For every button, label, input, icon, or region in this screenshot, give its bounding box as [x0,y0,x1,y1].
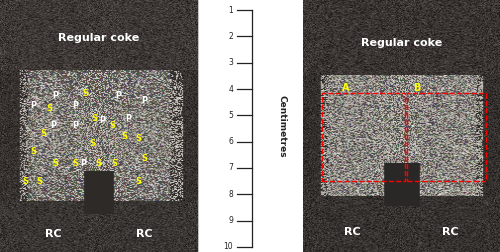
Text: S: S [72,159,78,168]
Text: Regular coke: Regular coke [360,38,442,48]
Text: 10: 10 [224,242,233,251]
Text: S: S [22,177,28,186]
Text: S: S [112,159,117,168]
Text: S: S [46,104,52,113]
Text: P: P [30,101,36,110]
Text: S: S [90,139,96,148]
Text: S: S [135,177,141,186]
Text: P: P [116,91,121,100]
Text: S: S [92,114,98,123]
Text: RC: RC [136,229,152,239]
Text: P: P [126,114,132,123]
Bar [322,93,405,181]
Text: S: S [30,147,36,156]
Text: Regular coke: Regular coke [58,33,140,43]
Text: RC: RC [45,229,62,239]
Text: P: P [72,121,78,131]
Text: S: S [96,159,102,168]
Text: S: S [82,89,88,98]
Text: P: P [52,91,59,100]
Text: B: B [414,83,420,93]
Text: 1: 1 [228,6,233,15]
Text: S: S [40,129,46,138]
Text: S: S [36,177,43,186]
Text: S: S [52,159,59,168]
Text: 6: 6 [228,137,233,146]
Text: S: S [135,134,141,143]
Text: P: P [72,101,78,110]
Text: S: S [110,121,116,131]
Text: P: P [80,159,86,168]
Text: P: P [100,116,106,125]
Text: 9: 9 [228,216,233,225]
Text: A: A [342,83,349,93]
Text: 4: 4 [228,84,233,93]
Text: 7: 7 [228,164,233,173]
Text: P: P [50,121,56,131]
Text: Centimetres: Centimetres [277,95,286,157]
Text: P: P [141,96,147,105]
Text: RC: RC [442,227,459,237]
Text: S: S [122,132,128,141]
Text: 5: 5 [228,111,233,120]
Bar [407,93,486,181]
Text: 8: 8 [228,190,233,199]
Text: RC: RC [344,227,360,237]
Text: S: S [141,154,147,163]
Text: 2: 2 [228,32,233,41]
Text: 3: 3 [228,58,233,67]
